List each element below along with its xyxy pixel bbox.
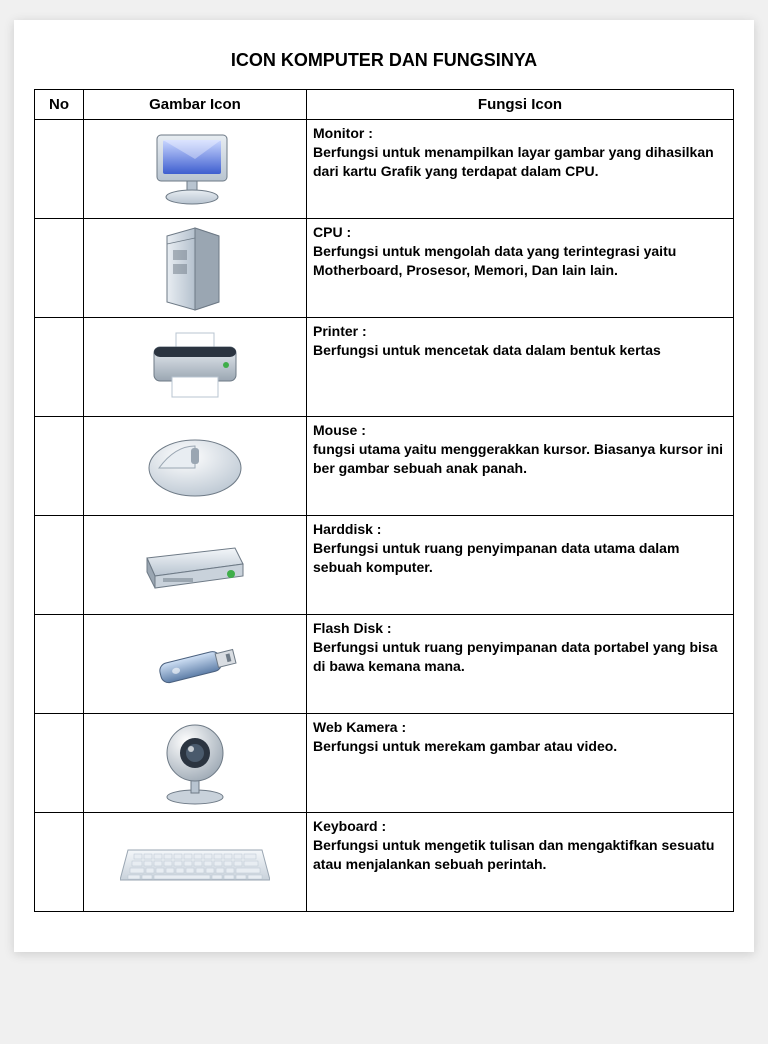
func-desc: Berfungsi untuk mencetak data dalam bent… — [313, 342, 661, 358]
webcam-icon — [90, 718, 300, 808]
func-label: CPU : — [313, 224, 351, 240]
cell-func: Flash Disk : Berfungsi untuk ruang penyi… — [307, 615, 734, 714]
cell-func: Keyboard : Berfungsi untuk mengetik tuli… — [307, 813, 734, 912]
table-row: Keyboard : Berfungsi untuk mengetik tuli… — [35, 813, 734, 912]
table-row: Web Kamera : Berfungsi untuk merekam gam… — [35, 714, 734, 813]
cell-no — [35, 318, 84, 417]
cell-no — [35, 615, 84, 714]
cell-icon — [84, 714, 307, 813]
func-label: Printer : — [313, 323, 367, 339]
document-page: ICON KOMPUTER DAN FUNGSINYA No Gambar Ic… — [14, 20, 754, 952]
table-header-row: No Gambar Icon Fungsi Icon — [35, 90, 734, 120]
func-label: Keyboard : — [313, 818, 386, 834]
func-desc: fungsi utama yaitu menggerakkan kursor. … — [313, 441, 723, 476]
cell-icon — [84, 516, 307, 615]
printer-icon — [90, 322, 300, 412]
func-desc: Berfungsi untuk ruang penyimpanan data u… — [313, 540, 679, 575]
cell-func: CPU : Berfungsi untuk mengolah data yang… — [307, 219, 734, 318]
table-row: Monitor : Berfungsi untuk menampilkan la… — [35, 120, 734, 219]
cell-no — [35, 813, 84, 912]
table-row: Mouse : fungsi utama yaitu menggerakkan … — [35, 417, 734, 516]
header-no: No — [35, 90, 84, 120]
cell-no — [35, 516, 84, 615]
cpu-icon — [90, 223, 300, 313]
cell-icon — [84, 417, 307, 516]
cell-func: Printer : Berfungsi untuk mencetak data … — [307, 318, 734, 417]
table-row: Printer : Berfungsi untuk mencetak data … — [35, 318, 734, 417]
cell-icon — [84, 318, 307, 417]
keyboard-icon — [90, 817, 300, 907]
cell-no — [35, 714, 84, 813]
func-label: Monitor : — [313, 125, 373, 141]
page-title: ICON KOMPUTER DAN FUNGSINYA — [34, 50, 734, 71]
cell-icon — [84, 219, 307, 318]
mouse-icon — [90, 421, 300, 511]
cell-func: Mouse : fungsi utama yaitu menggerakkan … — [307, 417, 734, 516]
header-icon: Gambar Icon — [84, 90, 307, 120]
cell-no — [35, 219, 84, 318]
cell-icon — [84, 615, 307, 714]
func-desc: Berfungsi untuk mengetik tulisan dan men… — [313, 837, 714, 872]
harddisk-icon — [90, 520, 300, 610]
table-row: Flash Disk : Berfungsi untuk ruang penyi… — [35, 615, 734, 714]
cell-no — [35, 417, 84, 516]
flashdisk-icon — [90, 619, 300, 709]
cell-no — [35, 120, 84, 219]
func-label: Mouse : — [313, 422, 366, 438]
table-row: CPU : Berfungsi untuk mengolah data yang… — [35, 219, 734, 318]
table-row: Harddisk : Berfungsi untuk ruang penyimp… — [35, 516, 734, 615]
cell-func: Monitor : Berfungsi untuk menampilkan la… — [307, 120, 734, 219]
icon-table: No Gambar Icon Fungsi Icon — [34, 89, 734, 912]
func-desc: Berfungsi untuk mengolah data yang terin… — [313, 243, 676, 278]
cell-icon — [84, 813, 307, 912]
func-desc: Berfungsi untuk merekam gambar atau vide… — [313, 738, 617, 754]
cell-icon — [84, 120, 307, 219]
func-label: Web Kamera : — [313, 719, 406, 735]
cell-func: Web Kamera : Berfungsi untuk merekam gam… — [307, 714, 734, 813]
monitor-icon — [90, 124, 300, 214]
header-func: Fungsi Icon — [307, 90, 734, 120]
func-desc: Berfungsi untuk menampilkan layar gambar… — [313, 144, 714, 179]
func-desc: Berfungsi untuk ruang penyimpanan data p… — [313, 639, 718, 674]
func-label: Harddisk : — [313, 521, 381, 537]
func-label: Flash Disk : — [313, 620, 392, 636]
cell-func: Harddisk : Berfungsi untuk ruang penyimp… — [307, 516, 734, 615]
